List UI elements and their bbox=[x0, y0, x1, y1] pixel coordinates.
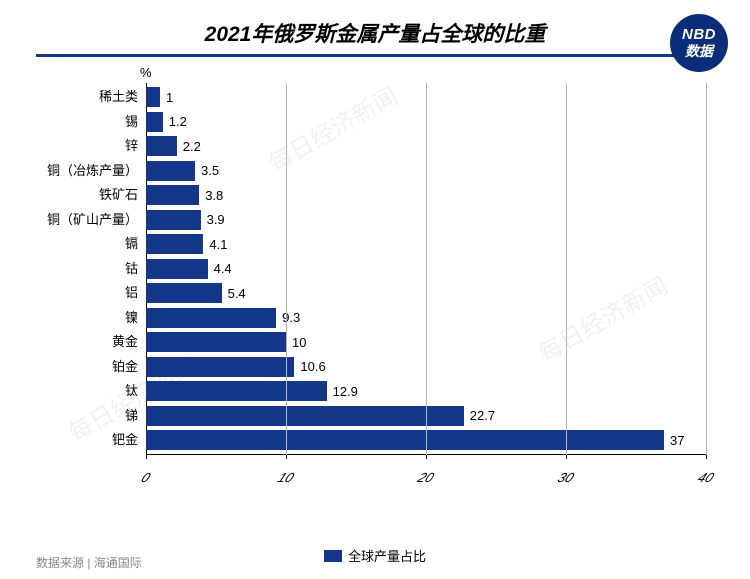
bar-row: 铂金10.6 bbox=[146, 357, 326, 377]
bar-row: 锡1.2 bbox=[146, 112, 187, 132]
bar bbox=[146, 210, 201, 230]
y-axis-unit: % bbox=[140, 65, 152, 80]
bar-row: 钯金37 bbox=[146, 430, 684, 450]
bar-row: 镉4.1 bbox=[146, 234, 227, 254]
x-axis-label: 40 bbox=[695, 470, 716, 485]
category-label: 钯金 bbox=[112, 430, 146, 450]
bar-value-label: 3.9 bbox=[207, 212, 225, 227]
badge-line-2: 数据 bbox=[685, 44, 713, 59]
bar-value-label: 2.2 bbox=[183, 139, 201, 154]
bar-row: 锌2.2 bbox=[146, 136, 201, 156]
x-axis-label: 30 bbox=[555, 470, 576, 485]
bar-value-label: 10 bbox=[292, 335, 306, 350]
bar-value-label: 12.9 bbox=[333, 384, 358, 399]
header: 2021年俄罗斯金属产量占全球的比重 NBD 数据 bbox=[0, 18, 750, 54]
x-tick bbox=[706, 455, 707, 459]
category-label: 钴 bbox=[125, 259, 146, 279]
bar-row: 钛12.9 bbox=[146, 381, 358, 401]
bar bbox=[146, 161, 195, 181]
grid-line bbox=[566, 83, 567, 455]
bar bbox=[146, 430, 664, 450]
category-label: 锌 bbox=[125, 136, 146, 156]
category-label: 锡 bbox=[125, 112, 146, 132]
bar-row: 铜（矿山产量）3.9 bbox=[146, 210, 225, 230]
bar-row: 镍9.3 bbox=[146, 308, 300, 328]
bar bbox=[146, 185, 199, 205]
bar-value-label: 37 bbox=[670, 433, 684, 448]
bar-row: 锑22.7 bbox=[146, 406, 495, 426]
grid-line bbox=[706, 83, 707, 455]
bar bbox=[146, 87, 160, 107]
legend-label: 全球产量占比 bbox=[348, 546, 426, 565]
category-label: 铜（矿山产量） bbox=[47, 210, 146, 230]
bar-value-label: 22.7 bbox=[470, 408, 495, 423]
category-label: 铜（冶炼产量） bbox=[47, 161, 146, 181]
chart-title: 2021年俄罗斯金属产量占全球的比重 bbox=[205, 18, 546, 48]
category-label: 镉 bbox=[125, 234, 146, 254]
bar-row: 铜（冶炼产量）3.5 bbox=[146, 161, 219, 181]
bar bbox=[146, 136, 177, 156]
x-tick bbox=[566, 455, 567, 459]
bar bbox=[146, 381, 327, 401]
category-label: 铝 bbox=[125, 283, 146, 303]
bar-value-label: 4.4 bbox=[214, 261, 232, 276]
x-tick bbox=[146, 455, 147, 459]
category-label: 铂金 bbox=[112, 357, 146, 377]
category-label: 铁矿石 bbox=[99, 185, 146, 205]
chart-area: % 稀土类1锡1.2锌2.2铜（冶炼产量）3.5铁矿石3.8铜（矿山产量）3.9… bbox=[36, 63, 714, 523]
bar-row: 铝5.4 bbox=[146, 283, 246, 303]
bar-row: 稀土类1 bbox=[146, 87, 173, 107]
bar-value-label: 9.3 bbox=[282, 310, 300, 325]
plot-region: 稀土类1 锡1.2 锌2.2 铜（冶炼产量）3.5 铁矿石3.8 铜（矿山产量）3.9 镉4… bbox=[146, 83, 706, 483]
bar bbox=[146, 332, 286, 352]
bar-value-label: 3.8 bbox=[205, 188, 223, 203]
category-label: 稀土类 bbox=[99, 87, 146, 107]
bar bbox=[146, 406, 464, 426]
bar-value-label: 5.4 bbox=[228, 286, 246, 301]
bar bbox=[146, 112, 163, 132]
grid-line bbox=[426, 83, 427, 455]
bar-value-label: 4.1 bbox=[209, 237, 227, 252]
bar-row: 铁矿石3.8 bbox=[146, 185, 223, 205]
bar bbox=[146, 234, 203, 254]
category-label: 黄金 bbox=[112, 332, 146, 352]
bar bbox=[146, 308, 276, 328]
title-underline bbox=[36, 54, 714, 57]
bar-value-label: 10.6 bbox=[300, 359, 325, 374]
category-label: 镍 bbox=[125, 308, 146, 328]
bar-value-label: 1.2 bbox=[169, 114, 187, 129]
data-source: 数据来源 | 海通国际 bbox=[36, 554, 142, 571]
grid-line bbox=[286, 83, 287, 455]
x-tick bbox=[286, 455, 287, 459]
bar-row: 黄金10 bbox=[146, 332, 306, 352]
bar bbox=[146, 259, 208, 279]
badge-line-1: NBD bbox=[682, 27, 716, 44]
bar-row: 钴4.4 bbox=[146, 259, 232, 279]
bar bbox=[146, 283, 222, 303]
category-label: 锑 bbox=[125, 406, 146, 426]
x-axis-label: 0 bbox=[139, 470, 153, 485]
x-tick bbox=[426, 455, 427, 459]
bar-value-label: 1 bbox=[166, 90, 173, 105]
chart-container: 每日经济新闻 每日经济新闻 每日经济新闻 2021年俄罗斯金属产量占全球的比重 … bbox=[0, 0, 750, 579]
x-axis-label: 10 bbox=[275, 470, 296, 485]
legend-swatch bbox=[324, 550, 342, 562]
bar bbox=[146, 357, 294, 377]
bar-value-label: 3.5 bbox=[201, 163, 219, 178]
x-axis-label: 20 bbox=[415, 470, 436, 485]
category-label: 钛 bbox=[125, 381, 146, 401]
